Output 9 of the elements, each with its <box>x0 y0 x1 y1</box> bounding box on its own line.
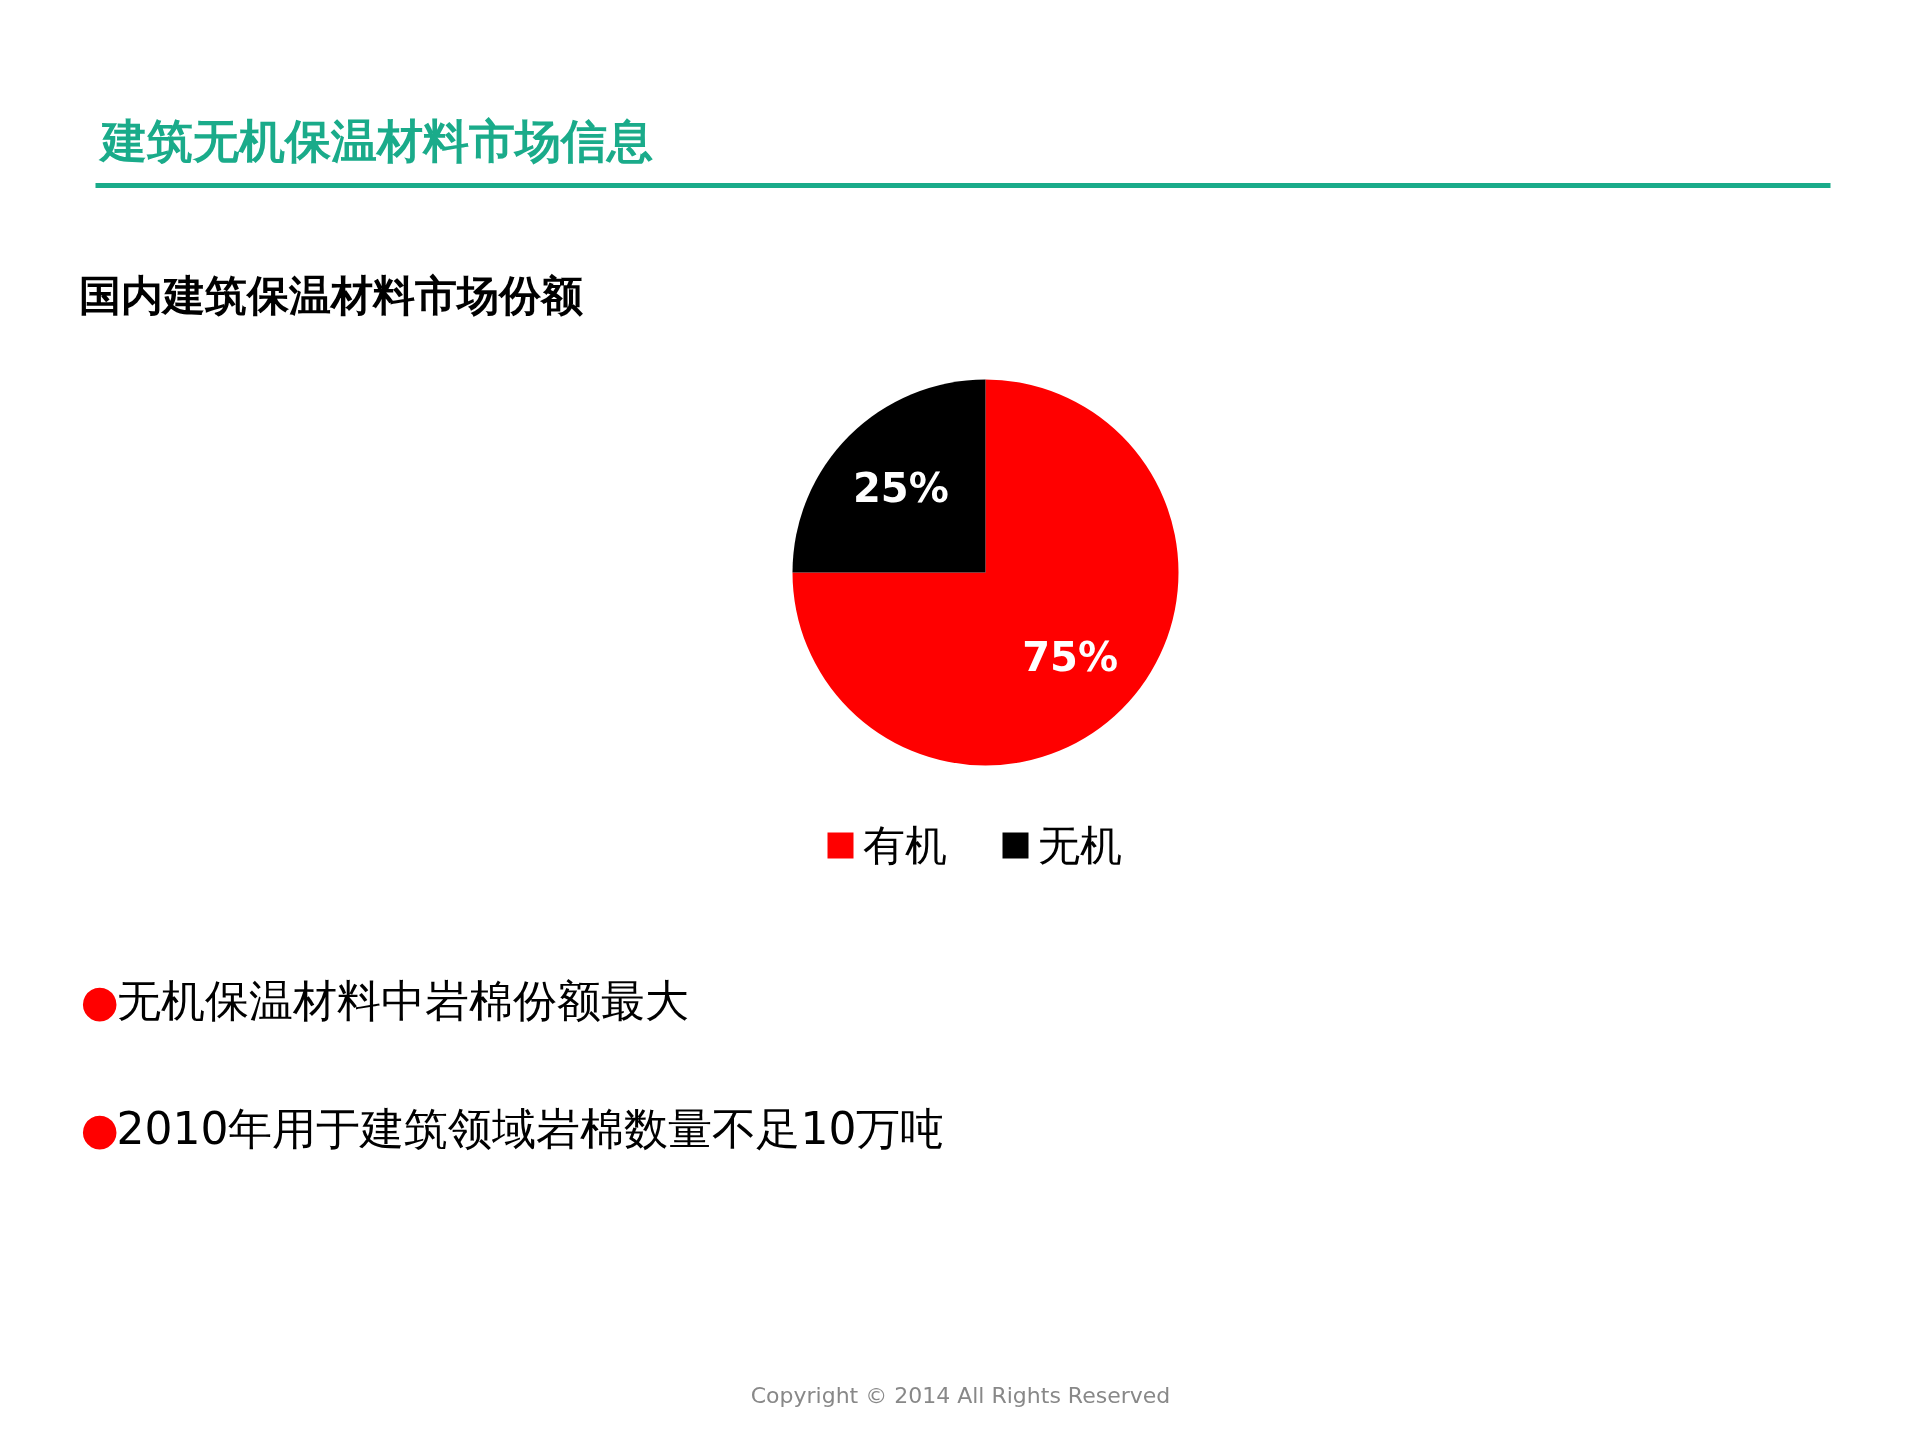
text: 国内建筑保温材料市场份额 <box>78 271 583 320</box>
text: 建筑无机保温材料市场信息 <box>97 113 653 168</box>
legend-label: 无机 <box>1037 821 1122 870</box>
legend-label: 有机 <box>862 821 947 870</box>
text: ●无机保温材料中岩棉份额最大 <box>80 975 689 1026</box>
data-label: 75% <box>1022 634 1118 681</box>
text: ●2010年用于建筑领域岩棉数量不足10万吨 <box>80 1103 945 1154</box>
text: Copyright © 2014 All Rights Reserved <box>750 1383 1171 1408</box>
data-label: 25% <box>853 464 949 511</box>
